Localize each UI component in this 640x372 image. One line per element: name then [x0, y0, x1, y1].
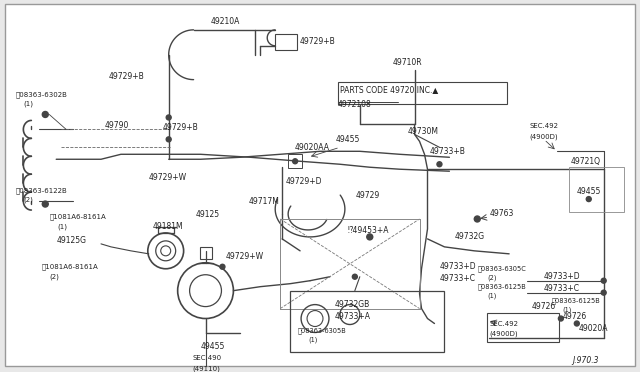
Text: 49733+B: 49733+B — [429, 147, 465, 156]
Circle shape — [42, 112, 48, 118]
Text: 49455: 49455 — [577, 187, 601, 196]
Text: (1): (1) — [308, 336, 317, 343]
Text: 49020AA: 49020AA — [295, 143, 330, 152]
Text: 49733+C: 49733+C — [440, 274, 476, 283]
Text: (1): (1) — [487, 292, 497, 299]
Text: 49763: 49763 — [489, 209, 513, 218]
Text: 49721Q: 49721Q — [571, 157, 601, 166]
Bar — [569, 167, 623, 212]
Circle shape — [474, 216, 480, 222]
Text: 49729+W: 49729+W — [225, 252, 264, 261]
Circle shape — [292, 159, 298, 164]
Text: (1): (1) — [562, 306, 572, 313]
Text: Ⓢ08363-6122B: Ⓢ08363-6122B — [15, 188, 67, 195]
Text: 49455: 49455 — [336, 135, 360, 144]
Text: (1): (1) — [57, 224, 67, 230]
Text: 49717M: 49717M — [248, 196, 279, 206]
Circle shape — [586, 196, 591, 202]
Text: ⁉49453+A: ⁉49453+A — [348, 227, 389, 235]
Text: (49110): (49110) — [193, 365, 220, 372]
Text: 49210A: 49210A — [211, 17, 240, 26]
Text: 49729+B: 49729+B — [109, 72, 145, 81]
Circle shape — [42, 201, 48, 207]
Text: SEC.492: SEC.492 — [489, 321, 518, 327]
Text: ⑂1081A6-8161A: ⑂1081A6-8161A — [49, 214, 106, 220]
Text: Ⓢ08363-6125B: Ⓢ08363-6125B — [552, 297, 601, 304]
Text: 49181M: 49181M — [153, 222, 184, 231]
Text: 49729: 49729 — [356, 190, 380, 200]
Text: SEC.492: SEC.492 — [529, 124, 558, 129]
Text: Ⓢ08363-6305B: Ⓢ08363-6305B — [298, 327, 347, 334]
Circle shape — [601, 278, 606, 283]
Text: 49710R: 49710R — [393, 58, 422, 67]
Text: ⑄1081A6-8161A: ⑄1081A6-8161A — [42, 263, 98, 270]
Circle shape — [558, 316, 563, 321]
Bar — [487, 312, 559, 342]
Text: (2): (2) — [49, 273, 59, 280]
Circle shape — [367, 234, 372, 240]
Circle shape — [166, 137, 171, 142]
Text: 49125: 49125 — [196, 209, 220, 218]
Text: (2): (2) — [24, 197, 33, 203]
Bar — [200, 247, 211, 259]
Text: (4900D): (4900D) — [529, 133, 557, 140]
Text: Ⓢ08363-6125B: Ⓢ08363-6125B — [477, 283, 526, 290]
Text: 49730M: 49730M — [408, 127, 438, 136]
Text: 49729+W: 49729+W — [148, 173, 187, 182]
Circle shape — [353, 274, 357, 279]
Circle shape — [437, 162, 442, 167]
Text: 49726: 49726 — [563, 312, 587, 321]
Text: 49729+D: 49729+D — [285, 177, 322, 186]
Text: 49726: 49726 — [532, 302, 556, 311]
Text: 49733+C: 49733+C — [544, 284, 580, 293]
Text: 49732GB: 49732GB — [335, 300, 370, 309]
Text: (1): (1) — [24, 100, 33, 107]
Bar — [338, 81, 507, 103]
Text: 49733+D: 49733+D — [544, 272, 580, 281]
Text: SEC.490: SEC.490 — [193, 355, 221, 361]
Bar — [275, 34, 297, 50]
Circle shape — [220, 264, 225, 269]
Text: 49729+B: 49729+B — [300, 37, 336, 46]
Text: (4900D): (4900D) — [489, 330, 518, 337]
Bar — [288, 154, 302, 168]
Circle shape — [166, 115, 171, 120]
Text: (2): (2) — [487, 275, 497, 281]
Text: 49125G: 49125G — [56, 236, 86, 246]
Text: PARTS CODE 49720 INC.▲: PARTS CODE 49720 INC.▲ — [340, 85, 438, 94]
Text: 49733+A: 49733+A — [335, 312, 371, 321]
Text: Ⓢ08363-6305C: Ⓢ08363-6305C — [477, 266, 526, 272]
Text: 49733+D: 49733+D — [440, 262, 476, 271]
Text: 49732G: 49732G — [454, 232, 484, 241]
Text: J.970.3: J.970.3 — [572, 356, 598, 365]
Text: 49020A: 49020A — [579, 324, 608, 333]
Text: Ⓢ08363-6302B: Ⓢ08363-6302B — [15, 91, 67, 98]
Text: 4972108: 4972108 — [338, 100, 372, 109]
Text: 49729+B: 49729+B — [163, 123, 198, 132]
Circle shape — [574, 321, 579, 326]
Text: 49790: 49790 — [105, 121, 129, 130]
Text: 49455: 49455 — [200, 342, 225, 351]
Bar — [290, 291, 444, 352]
Circle shape — [601, 290, 606, 295]
